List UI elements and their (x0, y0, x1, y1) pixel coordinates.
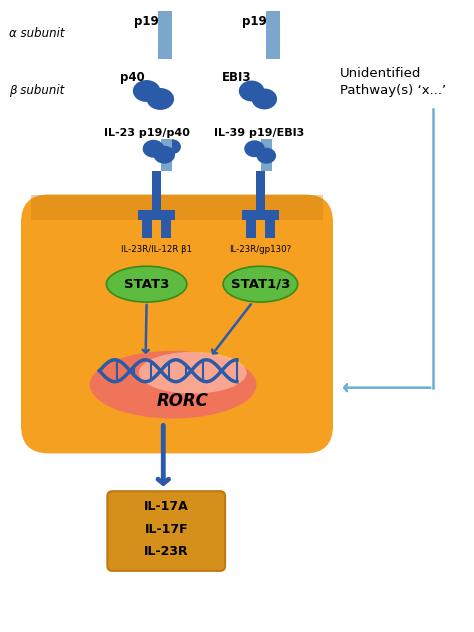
Bar (152, 171, 161, 212)
Ellipse shape (139, 352, 246, 394)
Text: Unidentified: Unidentified (340, 66, 421, 80)
Ellipse shape (163, 139, 181, 154)
FancyBboxPatch shape (107, 491, 225, 571)
FancyBboxPatch shape (21, 195, 333, 453)
Bar (246, 221, 255, 238)
Bar (242, 210, 279, 221)
Text: RORC: RORC (157, 392, 209, 410)
Text: α subunit: α subunit (9, 27, 65, 40)
Ellipse shape (256, 148, 276, 164)
Text: STAT1/3: STAT1/3 (231, 277, 290, 291)
Text: IL-23 p19/p40: IL-23 p19/p40 (104, 128, 190, 138)
Text: Pathway(s) ‘x...’: Pathway(s) ‘x...’ (340, 85, 446, 97)
Text: p19: p19 (134, 15, 159, 28)
Text: EBI3: EBI3 (222, 71, 252, 83)
Bar (266, 11, 280, 59)
Text: IL-23R: IL-23R (144, 545, 189, 559)
Text: IL-17F: IL-17F (145, 523, 188, 535)
Ellipse shape (252, 88, 277, 109)
Ellipse shape (154, 146, 175, 164)
Ellipse shape (239, 80, 264, 102)
Bar (265, 221, 275, 238)
Ellipse shape (133, 80, 160, 102)
Text: IL-23R/gp130?: IL-23R/gp130? (229, 245, 292, 254)
Bar (31, 195, 323, 221)
Text: IL-17A: IL-17A (144, 500, 189, 513)
Text: p40: p40 (119, 71, 144, 83)
Ellipse shape (106, 266, 187, 302)
Bar (142, 221, 152, 238)
Ellipse shape (146, 88, 174, 110)
Text: β subunit: β subunit (9, 85, 64, 97)
Text: IL-39 p19/EBI3: IL-39 p19/EBI3 (214, 128, 305, 138)
Ellipse shape (143, 140, 164, 158)
Text: STAT3: STAT3 (124, 277, 169, 291)
Text: p19: p19 (242, 15, 267, 28)
Bar (161, 221, 171, 238)
Bar (138, 210, 175, 221)
Text: IL-23R/IL-12R β1: IL-23R/IL-12R β1 (121, 245, 192, 254)
Ellipse shape (223, 266, 298, 302)
Bar (255, 171, 265, 212)
Ellipse shape (90, 351, 256, 418)
Ellipse shape (244, 140, 265, 157)
Bar (161, 139, 172, 171)
Bar (158, 11, 172, 59)
Bar (261, 139, 272, 171)
